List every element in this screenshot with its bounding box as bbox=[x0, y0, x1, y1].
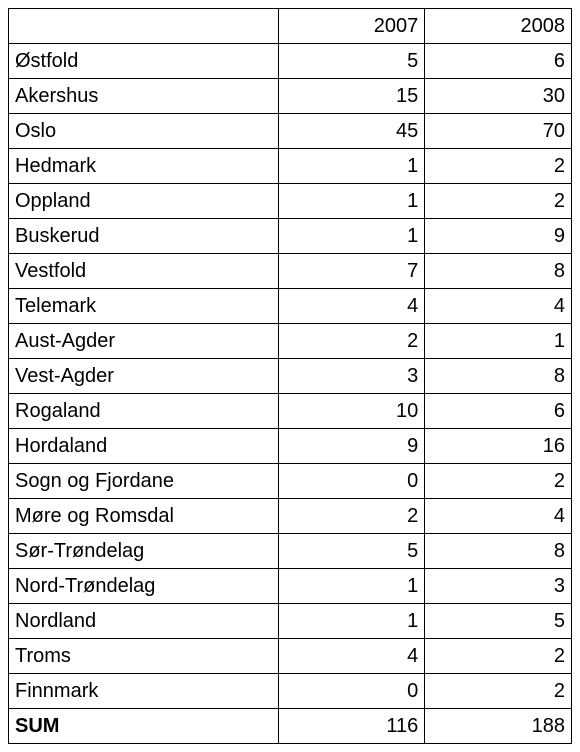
data-table: 2007 2008 Østfold56Akershus1530Oslo4570H… bbox=[8, 8, 572, 744]
table-row: Vest-Agder38 bbox=[9, 359, 572, 394]
row-value-2008: 6 bbox=[425, 44, 572, 79]
row-label: Telemark bbox=[9, 289, 279, 324]
row-value-2007: 3 bbox=[278, 359, 425, 394]
row-value-2007: 15 bbox=[278, 79, 425, 114]
table-row: Oslo4570 bbox=[9, 114, 572, 149]
row-value-2007: 1 bbox=[278, 184, 425, 219]
table-row: Hedmark12 bbox=[9, 149, 572, 184]
row-value-2008: 70 bbox=[425, 114, 572, 149]
row-value-2008: 8 bbox=[425, 534, 572, 569]
row-label: Sogn og Fjordane bbox=[9, 464, 279, 499]
row-label: Vest-Agder bbox=[9, 359, 279, 394]
row-label: Akershus bbox=[9, 79, 279, 114]
header-2008: 2008 bbox=[425, 9, 572, 44]
row-value-2008: 2 bbox=[425, 184, 572, 219]
row-value-2008: 2 bbox=[425, 149, 572, 184]
row-label: Oslo bbox=[9, 114, 279, 149]
row-value-2007: 1 bbox=[278, 569, 425, 604]
sum-2007: 116 bbox=[278, 709, 425, 744]
row-value-2008: 4 bbox=[425, 499, 572, 534]
table-row: Telemark44 bbox=[9, 289, 572, 324]
table-row: Troms42 bbox=[9, 639, 572, 674]
row-value-2007: 0 bbox=[278, 464, 425, 499]
table-row: Vestfold78 bbox=[9, 254, 572, 289]
row-label: Vestfold bbox=[9, 254, 279, 289]
row-label: Nordland bbox=[9, 604, 279, 639]
row-value-2007: 0 bbox=[278, 674, 425, 709]
row-label: Finnmark bbox=[9, 674, 279, 709]
row-value-2007: 4 bbox=[278, 639, 425, 674]
row-value-2008: 30 bbox=[425, 79, 572, 114]
row-value-2007: 1 bbox=[278, 219, 425, 254]
row-value-2007: 2 bbox=[278, 499, 425, 534]
sum-label: SUM bbox=[9, 709, 279, 744]
row-label: Buskerud bbox=[9, 219, 279, 254]
table-row: Oppland12 bbox=[9, 184, 572, 219]
table-body: Østfold56Akershus1530Oslo4570Hedmark12Op… bbox=[9, 44, 572, 744]
table-row: Aust-Agder21 bbox=[9, 324, 572, 359]
row-value-2007: 1 bbox=[278, 604, 425, 639]
row-value-2008: 2 bbox=[425, 639, 572, 674]
row-value-2007: 7 bbox=[278, 254, 425, 289]
row-value-2008: 3 bbox=[425, 569, 572, 604]
row-value-2008: 2 bbox=[425, 464, 572, 499]
table-row: Sør-Trøndelag58 bbox=[9, 534, 572, 569]
row-value-2007: 9 bbox=[278, 429, 425, 464]
row-value-2008: 2 bbox=[425, 674, 572, 709]
row-label: Hedmark bbox=[9, 149, 279, 184]
row-value-2007: 10 bbox=[278, 394, 425, 429]
row-value-2007: 1 bbox=[278, 149, 425, 184]
row-label: Troms bbox=[9, 639, 279, 674]
row-label: Østfold bbox=[9, 44, 279, 79]
header-label bbox=[9, 9, 279, 44]
row-value-2008: 6 bbox=[425, 394, 572, 429]
row-label: Rogaland bbox=[9, 394, 279, 429]
header-2007: 2007 bbox=[278, 9, 425, 44]
table-row: Østfold56 bbox=[9, 44, 572, 79]
table-row: Sogn og Fjordane02 bbox=[9, 464, 572, 499]
table-row: Nord-Trøndelag13 bbox=[9, 569, 572, 604]
row-value-2007: 5 bbox=[278, 44, 425, 79]
table-row: Buskerud19 bbox=[9, 219, 572, 254]
table-row: Nordland15 bbox=[9, 604, 572, 639]
row-value-2007: 4 bbox=[278, 289, 425, 324]
table-row: Akershus1530 bbox=[9, 79, 572, 114]
sum-2008: 188 bbox=[425, 709, 572, 744]
row-value-2007: 45 bbox=[278, 114, 425, 149]
row-value-2008: 8 bbox=[425, 254, 572, 289]
row-value-2008: 8 bbox=[425, 359, 572, 394]
table-row: Hordaland916 bbox=[9, 429, 572, 464]
row-label: Oppland bbox=[9, 184, 279, 219]
table-sum-row: SUM116188 bbox=[9, 709, 572, 744]
table-row: Møre og Romsdal24 bbox=[9, 499, 572, 534]
row-label: Aust-Agder bbox=[9, 324, 279, 359]
row-label: Sør-Trøndelag bbox=[9, 534, 279, 569]
row-value-2008: 4 bbox=[425, 289, 572, 324]
row-value-2008: 16 bbox=[425, 429, 572, 464]
row-value-2008: 1 bbox=[425, 324, 572, 359]
table-header-row: 2007 2008 bbox=[9, 9, 572, 44]
row-label: Nord-Trøndelag bbox=[9, 569, 279, 604]
row-value-2007: 2 bbox=[278, 324, 425, 359]
row-value-2008: 9 bbox=[425, 219, 572, 254]
row-value-2007: 5 bbox=[278, 534, 425, 569]
table-row: Finnmark02 bbox=[9, 674, 572, 709]
row-value-2008: 5 bbox=[425, 604, 572, 639]
table-row: Rogaland106 bbox=[9, 394, 572, 429]
row-label: Hordaland bbox=[9, 429, 279, 464]
row-label: Møre og Romsdal bbox=[9, 499, 279, 534]
